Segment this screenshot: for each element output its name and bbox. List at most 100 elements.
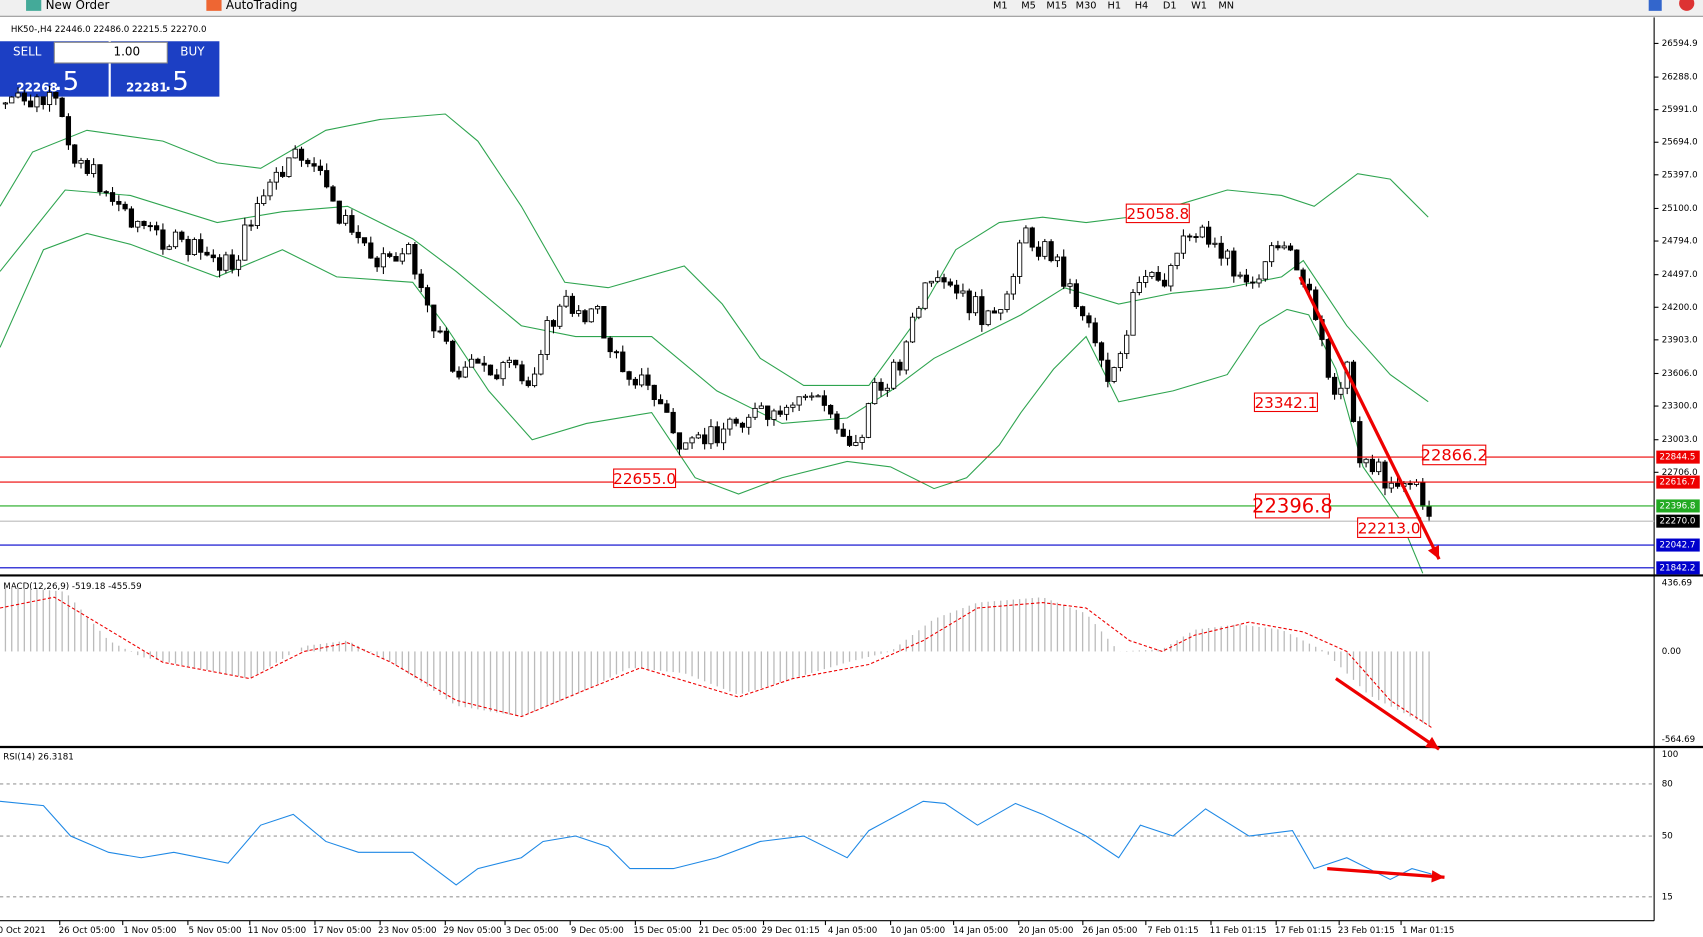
candle-body xyxy=(475,358,481,364)
annotation: 22655.0 xyxy=(613,470,676,488)
candle-body xyxy=(254,203,261,226)
candle-body xyxy=(1168,265,1174,287)
time-label: 21 Dec 05:00 xyxy=(699,926,757,936)
time-label: 10 Jan 05:00 xyxy=(890,926,945,936)
timeframe-button[interactable]: W1 xyxy=(1191,0,1207,11)
candle-body xyxy=(349,215,355,233)
lot-input[interactable] xyxy=(53,41,168,64)
candle-body xyxy=(1193,236,1199,239)
candle-body xyxy=(1180,235,1187,254)
candle-body xyxy=(1111,367,1117,382)
timeframe-button[interactable]: D1 xyxy=(1163,0,1177,11)
candle-body xyxy=(928,280,935,284)
candle-body xyxy=(305,159,311,165)
candle-body xyxy=(1231,250,1237,277)
candle-body xyxy=(261,195,267,204)
search-icon[interactable] xyxy=(1648,0,1662,11)
price-label: 24200.0 xyxy=(1662,303,1698,313)
buy-button[interactable]: BUY xyxy=(180,45,205,59)
candle-body xyxy=(891,361,897,389)
candle-body xyxy=(1388,482,1394,489)
candle-body xyxy=(695,434,701,439)
candle-body xyxy=(594,306,601,310)
buy-price-pip: .5 xyxy=(164,67,189,97)
timeframe-button[interactable]: M30 xyxy=(1076,0,1097,11)
candle-body xyxy=(796,396,802,406)
candle-body xyxy=(840,428,846,437)
candle-body xyxy=(361,237,368,244)
bollinger-band xyxy=(0,232,1424,574)
timeframe-button[interactable]: M1 xyxy=(993,0,1008,11)
new-order-icon[interactable] xyxy=(26,0,42,11)
macd-axis-label: -564.69 xyxy=(1662,735,1695,745)
annotation-box xyxy=(1125,203,1190,224)
candle-body xyxy=(865,403,872,438)
candle-body xyxy=(154,225,160,231)
candle-body xyxy=(1092,322,1098,344)
candle-body xyxy=(909,316,916,343)
candle-body xyxy=(53,91,59,99)
macd-axis-label: 0.00 xyxy=(1662,647,1681,657)
timeframe-button[interactable]: M15 xyxy=(1046,0,1067,11)
candle-body xyxy=(1426,505,1432,517)
candle-body xyxy=(884,387,890,391)
macd-axis-label: 436.69 xyxy=(1662,579,1692,589)
candle-body xyxy=(311,163,317,167)
price-label: 25100.0 xyxy=(1662,204,1698,214)
candle-body xyxy=(1054,256,1061,262)
new-order-button[interactable]: New Order xyxy=(46,0,110,12)
candle-body xyxy=(91,164,97,174)
candle-body xyxy=(601,306,607,339)
candle-body xyxy=(1124,334,1130,355)
candle-body xyxy=(330,186,336,202)
annotation-box xyxy=(1422,444,1487,466)
candle-body xyxy=(639,374,645,386)
candle-body xyxy=(1143,276,1149,283)
candle-body xyxy=(179,231,185,240)
level-tag-label: 22616.7 xyxy=(1660,478,1696,488)
level-tag xyxy=(1656,514,1700,528)
autotrading-button[interactable]: AutoTrading xyxy=(226,0,298,12)
candle-body xyxy=(424,287,431,306)
candle-body xyxy=(1325,339,1331,378)
timeframe-button[interactable]: H1 xyxy=(1108,0,1122,11)
macd-label: MACD(12,26,9) -519.18 -455.59 xyxy=(3,582,141,592)
timeframe-button[interactable]: M5 xyxy=(1021,0,1036,11)
candle-body xyxy=(116,201,122,205)
candle-body xyxy=(853,442,859,446)
candle-body xyxy=(1073,283,1079,308)
candle-body xyxy=(1117,353,1124,368)
time-label: 3 Dec 05:00 xyxy=(506,926,559,936)
candle-body xyxy=(223,254,229,271)
autotrading-icon[interactable] xyxy=(206,0,222,11)
candle-body xyxy=(229,254,235,270)
candle-body xyxy=(676,432,683,450)
annotation-box xyxy=(613,468,677,489)
candle-body xyxy=(387,253,393,257)
candle-body xyxy=(657,399,664,405)
candle-body xyxy=(815,395,821,398)
level-tag xyxy=(1656,538,1700,552)
candle-body xyxy=(557,305,563,327)
time-label: 15 Dec 05:00 xyxy=(633,926,691,936)
candle-body xyxy=(248,224,254,227)
candle-body xyxy=(1206,226,1212,245)
sell-button[interactable]: SELL xyxy=(13,45,42,59)
lot-value[interactable]: 1.00 xyxy=(114,45,141,59)
notification-icon[interactable] xyxy=(1679,0,1695,11)
candle-body xyxy=(720,428,727,444)
candle-body xyxy=(456,370,462,378)
timeframe-button[interactable]: MN xyxy=(1218,0,1234,11)
candle-body xyxy=(172,231,179,248)
time-label: 4 Jan 05:00 xyxy=(828,926,877,936)
candle-body xyxy=(506,359,512,363)
candle-body xyxy=(1338,387,1344,395)
timeframe-button[interactable]: H4 xyxy=(1135,0,1149,11)
level-tag-label: 22042.7 xyxy=(1660,541,1696,551)
candle-body xyxy=(519,364,525,382)
candle-body xyxy=(1098,342,1105,361)
rsi-label: RSI(14) 26.3181 xyxy=(3,752,74,762)
candle-body xyxy=(1067,283,1073,287)
candle-body xyxy=(746,416,752,428)
